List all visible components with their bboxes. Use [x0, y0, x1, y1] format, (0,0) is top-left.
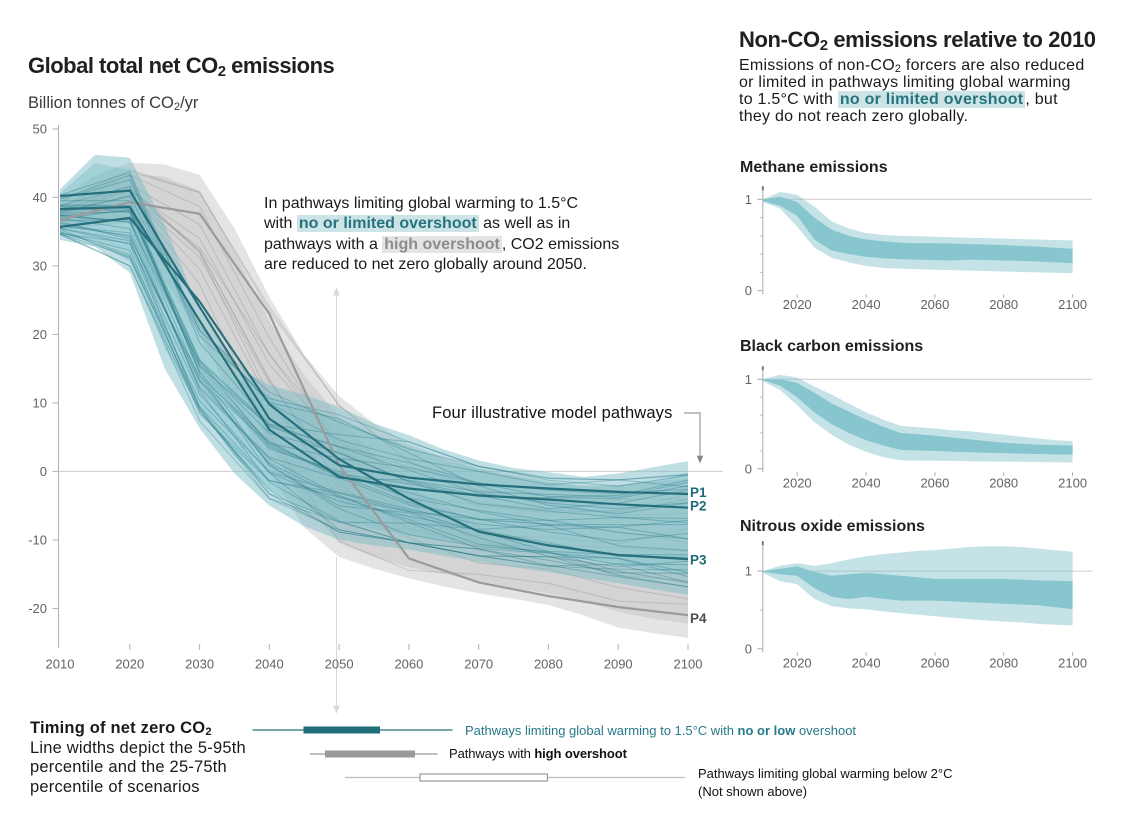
svg-text:2100: 2100 — [1058, 475, 1087, 490]
svg-text:2100: 2100 — [1058, 297, 1087, 312]
svg-text:2010: 2010 — [46, 657, 75, 672]
svg-text:10: 10 — [33, 395, 47, 410]
svg-text:P2: P2 — [690, 499, 707, 514]
svg-text:2020: 2020 — [783, 475, 812, 490]
svg-text:2080: 2080 — [989, 475, 1018, 490]
svg-text:2090: 2090 — [604, 657, 633, 672]
svg-text:1: 1 — [745, 564, 752, 579]
svg-text:2040: 2040 — [852, 655, 881, 670]
svg-text:1: 1 — [745, 372, 752, 387]
svg-text:40: 40 — [33, 190, 47, 205]
svg-text:P1: P1 — [690, 485, 707, 500]
svg-text:2100: 2100 — [674, 657, 703, 672]
svg-text:0: 0 — [40, 464, 47, 479]
svg-text:2050: 2050 — [325, 657, 354, 672]
svg-text:2080: 2080 — [989, 655, 1018, 670]
svg-text:2100: 2100 — [1058, 655, 1087, 670]
svg-text:2020: 2020 — [115, 657, 144, 672]
svg-text:2030: 2030 — [185, 657, 214, 672]
svg-text:2020: 2020 — [783, 655, 812, 670]
svg-text:0: 0 — [745, 641, 752, 656]
svg-text:2080: 2080 — [534, 657, 563, 672]
svg-text:P4: P4 — [690, 611, 707, 626]
svg-text:P3: P3 — [690, 553, 707, 568]
svg-text:2040: 2040 — [852, 475, 881, 490]
svg-text:50: 50 — [33, 121, 47, 136]
svg-text:0: 0 — [745, 461, 752, 476]
svg-text:20: 20 — [33, 327, 47, 342]
svg-text:2060: 2060 — [394, 657, 423, 672]
svg-text:2040: 2040 — [852, 297, 881, 312]
svg-text:2040: 2040 — [255, 657, 284, 672]
svg-text:2060: 2060 — [920, 655, 949, 670]
svg-text:2080: 2080 — [989, 297, 1018, 312]
svg-text:1: 1 — [745, 192, 752, 207]
svg-text:2060: 2060 — [920, 475, 949, 490]
svg-text:2060: 2060 — [920, 297, 949, 312]
svg-text:-20: -20 — [28, 601, 47, 616]
svg-text:-10: -10 — [28, 532, 47, 547]
svg-text:30: 30 — [33, 258, 47, 273]
svg-text:2070: 2070 — [464, 657, 493, 672]
svg-text:0: 0 — [745, 283, 752, 298]
svg-text:2020: 2020 — [783, 297, 812, 312]
